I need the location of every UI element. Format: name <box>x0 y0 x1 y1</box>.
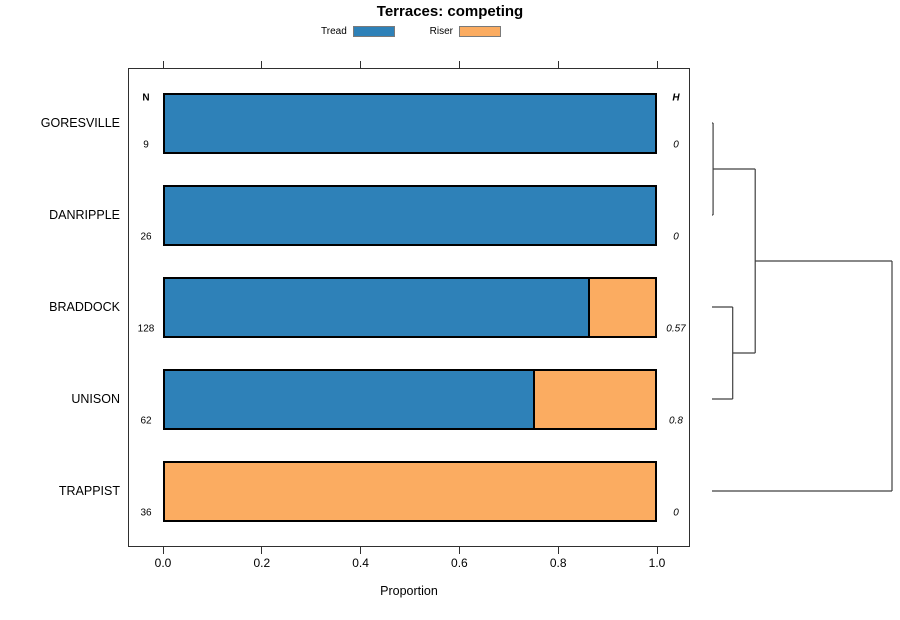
legend-item-riser: Riser <box>430 26 501 37</box>
category-label: TRAPPIST <box>58 484 120 498</box>
bar-row <box>163 184 657 246</box>
bar-segment-tread <box>165 186 655 244</box>
bar-segment-riser <box>587 278 655 336</box>
bar-row <box>163 92 657 154</box>
h-value: 0.8 <box>669 415 683 427</box>
category-label: UNISON <box>71 392 120 406</box>
chart-title: Terraces: competing <box>376 3 524 20</box>
x-tick-label: 0.0 <box>154 556 172 570</box>
legend-swatch-tread <box>352 26 395 37</box>
x-tick-top <box>261 61 263 68</box>
bar-segment-tread <box>165 370 534 428</box>
h-value: 0 <box>673 507 679 519</box>
category-label: GORESVILLE <box>40 116 120 130</box>
bar-row <box>163 276 657 338</box>
n-column-header: N <box>142 92 150 104</box>
bar-segment-tread <box>165 94 655 152</box>
h-value: 0.57 <box>666 323 686 335</box>
x-tick <box>458 547 460 554</box>
bar-row <box>163 460 657 522</box>
x-tick <box>656 547 658 554</box>
x-tick <box>261 547 263 554</box>
n-value: 128 <box>137 323 155 335</box>
category-label: BRADDOCK <box>49 300 120 314</box>
h-value: 0 <box>673 139 679 151</box>
bar-row <box>163 368 657 430</box>
x-tick-label: 0.6 <box>451 556 468 570</box>
x-tick-top <box>360 61 362 68</box>
legend-swatch-riser <box>459 26 501 37</box>
x-tick-top <box>557 61 559 68</box>
bar-segment-riser <box>533 370 655 428</box>
h-column-header: H <box>672 92 680 104</box>
n-value: 36 <box>140 507 152 519</box>
h-value: 0 <box>673 231 679 243</box>
x-tick <box>557 547 559 554</box>
bar-segment-riser <box>165 462 655 520</box>
legend-label: Riser <box>429 26 453 37</box>
plot-border <box>128 68 690 547</box>
x-tick <box>360 547 362 554</box>
legend-label: Tread <box>321 26 347 37</box>
n-value: 26 <box>140 231 152 243</box>
legend: Tread Riser <box>321 26 501 37</box>
x-tick <box>162 547 164 554</box>
bar-segment-tread <box>165 278 588 336</box>
x-axis-title: Proportion <box>380 584 438 598</box>
x-tick-label: 0.8 <box>549 556 567 570</box>
x-tick-top <box>458 61 460 68</box>
legend-item-tread: Tread <box>321 26 395 37</box>
x-tick-label: 0.2 <box>253 556 271 570</box>
n-value: 9 <box>143 139 149 151</box>
n-value: 62 <box>140 415 152 427</box>
x-tick-label: 1.0 <box>648 556 666 570</box>
x-tick-label: 0.4 <box>352 556 369 570</box>
category-label: DANRIPPLE <box>49 208 120 222</box>
x-tick-top <box>162 61 164 68</box>
x-tick-top <box>656 61 658 68</box>
